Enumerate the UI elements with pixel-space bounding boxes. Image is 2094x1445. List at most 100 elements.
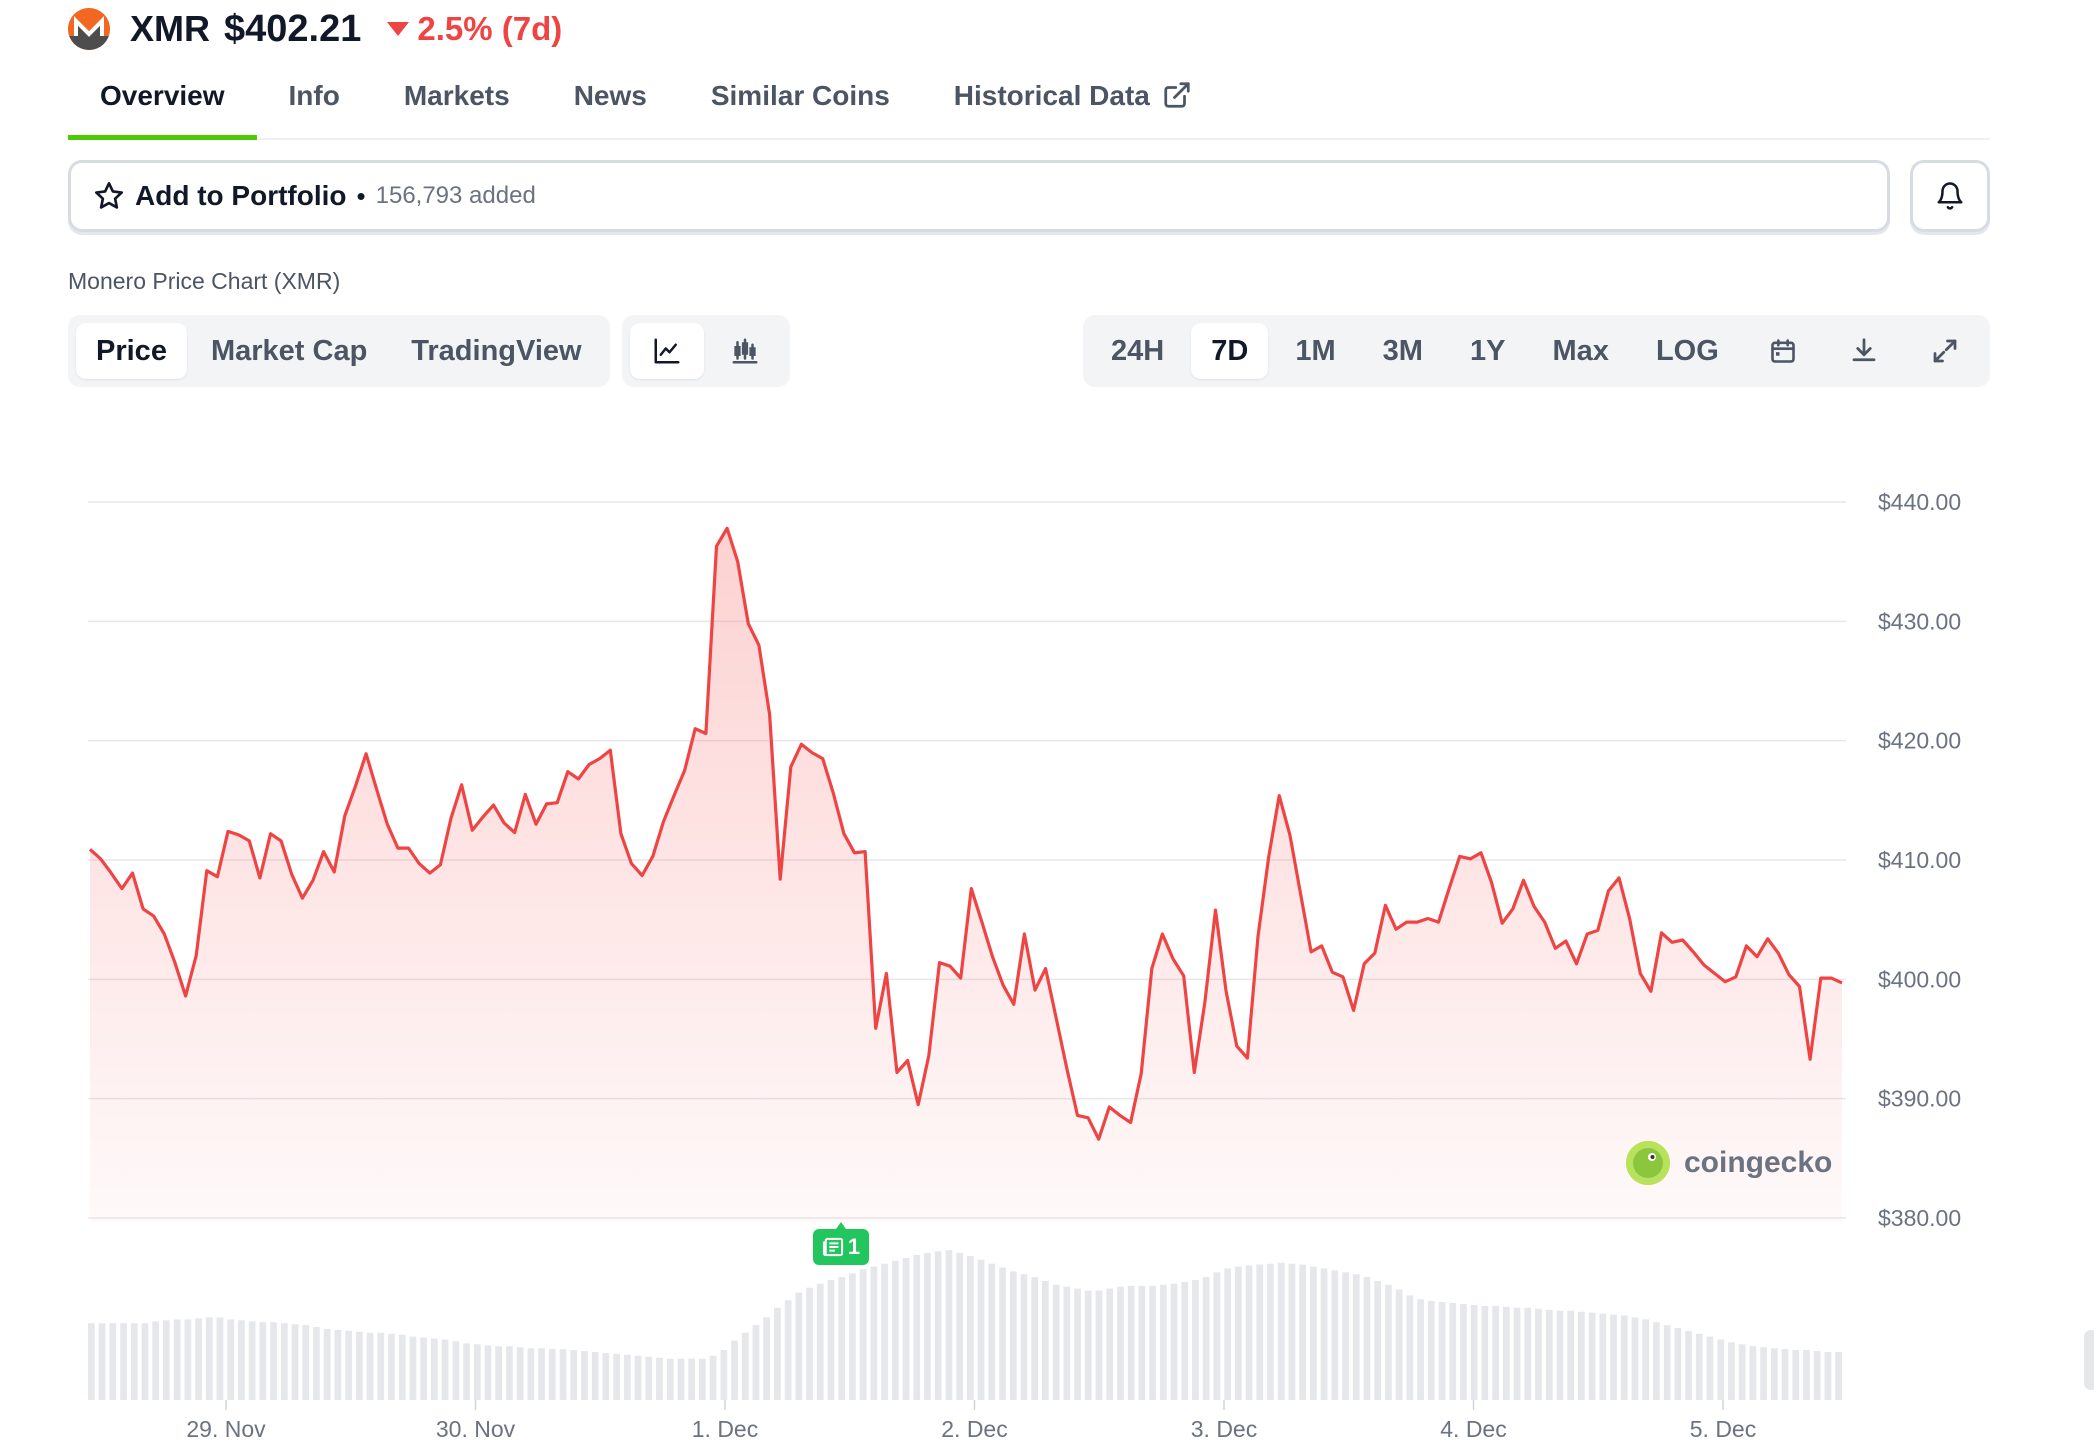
volume-bar: [902, 1257, 910, 1400]
line-chart-icon: [654, 338, 680, 364]
price-change: 2.5% (7d): [387, 10, 562, 48]
volume-bar: [152, 1321, 159, 1400]
x-tick-label: 29. Nov: [186, 1416, 266, 1442]
price-alert-button[interactable]: [1910, 160, 1990, 232]
volume-bar: [495, 1346, 502, 1400]
tab-similar-coins[interactable]: Similar Coins: [679, 72, 922, 140]
volume-bar: [1074, 1288, 1081, 1400]
coin-price: $402.21: [224, 7, 362, 50]
coingecko-logo-icon: [1626, 1141, 1670, 1185]
volume-bar: [1277, 1262, 1285, 1400]
volume-bar: [1363, 1277, 1371, 1400]
volume-bar: [859, 1269, 867, 1400]
expand-icon: [1933, 339, 1957, 363]
volume-bar: [377, 1332, 385, 1400]
view-price-button[interactable]: Price: [76, 323, 187, 379]
range-toolbar: 24H 7D 1M 3M 1Y Max LOG: [1083, 315, 1990, 387]
volume-bar: [1492, 1305, 1499, 1400]
volume-bar: [1578, 1311, 1585, 1400]
x-tick-label: 30. Nov: [436, 1416, 516, 1442]
volume-bar: [323, 1329, 331, 1400]
tab-label: Overview: [100, 80, 225, 111]
add-to-portfolio-button[interactable]: Add to Portfolio • 156,793 added: [68, 160, 1890, 232]
volume-bar: [1009, 1271, 1017, 1400]
range-24h-button[interactable]: 24H: [1111, 334, 1165, 367]
volume-bar: [977, 1259, 985, 1400]
price-chart[interactable]: $440.00 $430.00 $420.00 $410.00 $400.00 $390.…: [0, 420, 2094, 1445]
volume-bar: [1299, 1264, 1306, 1400]
volume-bar: [1556, 1310, 1564, 1400]
y-tick-label: $410.00: [1878, 847, 1961, 873]
log-scale-button[interactable]: LOG: [1655, 334, 1719, 367]
calendar-icon: [1771, 339, 1795, 363]
volume-bar: [1395, 1289, 1403, 1400]
tab-info[interactable]: Info: [257, 72, 372, 140]
volume-bar: [613, 1353, 620, 1400]
volume-bar: [924, 1253, 931, 1400]
volume-bar: [956, 1253, 963, 1400]
volume-bar: [506, 1346, 513, 1400]
range-max-button[interactable]: Max: [1552, 334, 1609, 367]
tab-markets[interactable]: Markets: [372, 72, 542, 140]
volume-bar: [1106, 1288, 1114, 1400]
candlestick-chart-button[interactable]: [708, 323, 782, 379]
volume-bar: [1695, 1333, 1703, 1400]
range-1m-button[interactable]: 1M: [1295, 334, 1336, 367]
volume-bar: [999, 1267, 1006, 1400]
line-chart-button[interactable]: [630, 323, 704, 379]
volume-bar: [1449, 1303, 1457, 1400]
tab-label: Similar Coins: [710, 80, 890, 111]
chart-view-toggle: Price Market Cap TradingView: [68, 315, 610, 387]
tab-overview[interactable]: Overview: [68, 72, 257, 140]
volume-bar: [752, 1325, 760, 1400]
volume-bar: [1288, 1263, 1296, 1400]
fullscreen-button[interactable]: [1908, 323, 1982, 379]
range-7d-button[interactable]: 7D: [1191, 323, 1269, 379]
volume-bar: [366, 1332, 374, 1400]
range-3m-button[interactable]: 3M: [1382, 334, 1423, 367]
volume-bar: [795, 1292, 803, 1400]
volume-bar: [1181, 1281, 1189, 1400]
volume-bar: [227, 1319, 235, 1400]
news-count: 1: [847, 1234, 861, 1259]
volume-bar: [1685, 1330, 1692, 1400]
volume-bar: [1535, 1308, 1542, 1400]
volume-bar: [688, 1358, 695, 1400]
x-tick-label: 3. Dec: [1191, 1416, 1257, 1442]
chart-type-toggle: [622, 315, 790, 387]
x-tick-label: 2. Dec: [941, 1416, 1007, 1442]
volume-bar: [1320, 1268, 1328, 1400]
volume-bar: [1481, 1305, 1489, 1400]
volume-bar: [130, 1323, 138, 1400]
view-market-cap-button[interactable]: Market Cap: [210, 334, 368, 367]
volume-bar: [184, 1319, 192, 1400]
volume-bar: [709, 1355, 717, 1400]
portfolio-count: 156,793 added: [375, 182, 536, 209]
volume-bar: [431, 1338, 438, 1400]
volume-bar: [473, 1344, 481, 1400]
download-button[interactable]: [1827, 323, 1901, 379]
volume-bar: [291, 1324, 299, 1400]
volume-bar: [441, 1339, 449, 1400]
volume-bar: [1728, 1342, 1735, 1400]
volume-bar: [1235, 1266, 1242, 1400]
volume-bar: [1213, 1272, 1221, 1400]
range-1y-button[interactable]: 1Y: [1470, 334, 1506, 367]
volume-bar: [1192, 1280, 1199, 1400]
volume-bar: [1374, 1281, 1381, 1400]
news-marker[interactable]: 1: [813, 1222, 869, 1265]
volume-bar: [1427, 1301, 1435, 1400]
volume-bar: [1792, 1350, 1800, 1400]
view-tradingview-button[interactable]: TradingView: [411, 334, 582, 367]
calendar-button[interactable]: [1746, 323, 1820, 379]
volume-bar: [484, 1345, 492, 1400]
scrollbar-handle[interactable]: [2084, 1330, 2094, 1390]
tab-historical-data[interactable]: Historical Data: [922, 72, 1224, 140]
star-icon: [95, 182, 123, 209]
volume-bar: [1020, 1274, 1028, 1400]
volume-bar: [388, 1333, 395, 1400]
volume-bar: [205, 1317, 213, 1400]
tab-news[interactable]: News: [542, 72, 679, 140]
volume-bar: [270, 1322, 277, 1400]
volume-bar: [913, 1255, 921, 1400]
